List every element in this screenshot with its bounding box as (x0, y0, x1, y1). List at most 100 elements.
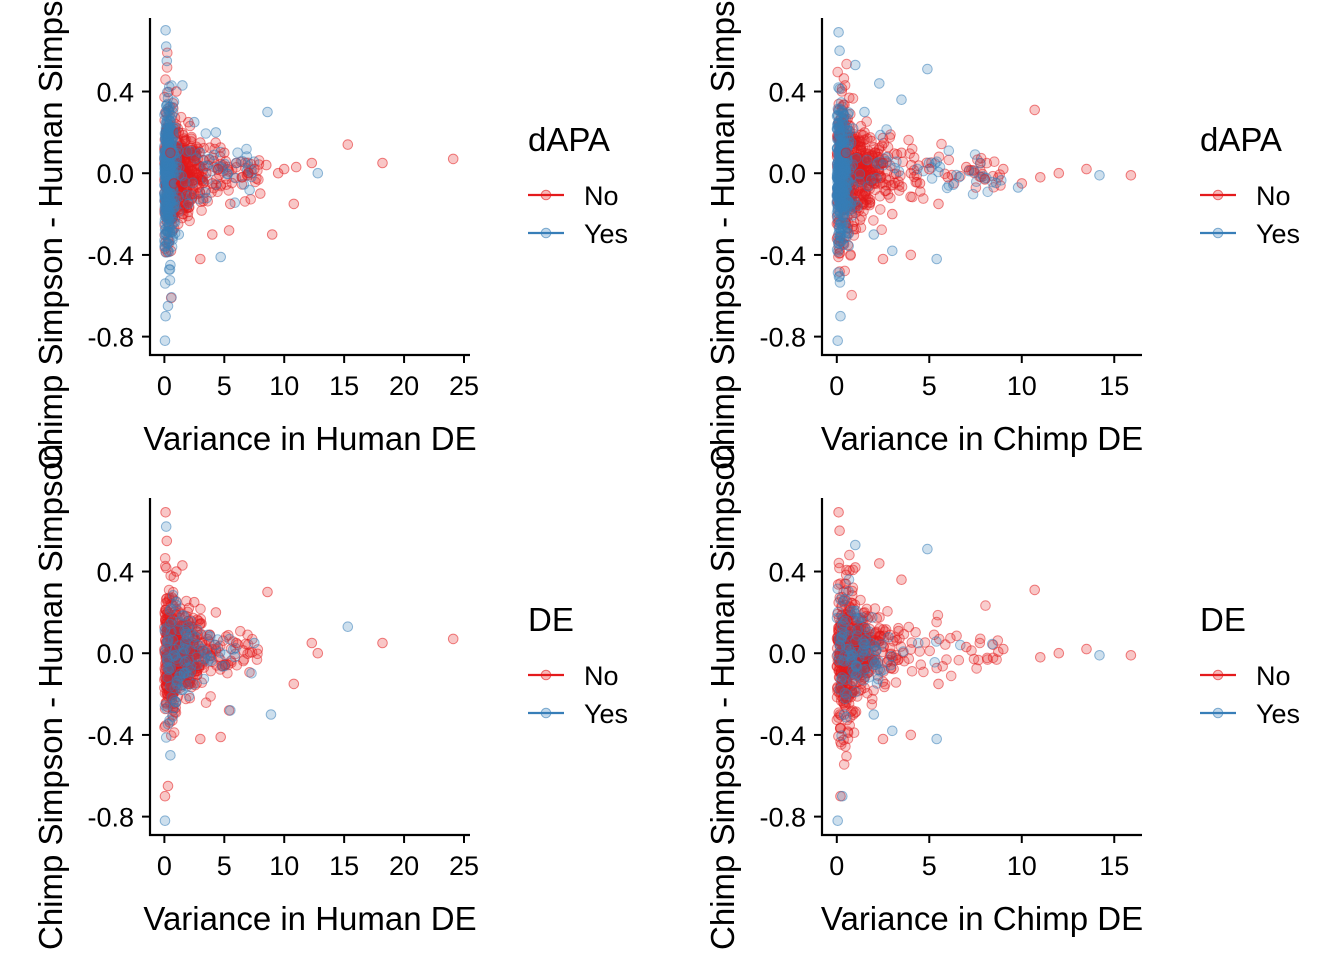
data-point (859, 106, 870, 118)
cloud-point (940, 639, 951, 650)
cloud-point (851, 646, 862, 658)
cloud-point (989, 156, 1000, 167)
cloud-point (165, 663, 177, 674)
cloud-point (161, 642, 172, 654)
cloud-point (841, 751, 852, 762)
data-point (922, 63, 933, 75)
data-point (905, 249, 917, 261)
data-point (832, 815, 844, 827)
data-point (231, 637, 242, 649)
data-point (189, 596, 200, 608)
cloud-point (918, 193, 929, 204)
data-point (215, 731, 226, 743)
data-point (874, 78, 885, 89)
data-point (342, 139, 354, 150)
data-point (183, 157, 194, 169)
data-point (877, 733, 889, 745)
cloud-point (837, 655, 848, 666)
cloud-point (861, 116, 873, 127)
cloud-point (967, 188, 979, 200)
data-point (1053, 647, 1065, 659)
data-point (171, 596, 182, 608)
data-point (933, 678, 944, 690)
data-point (161, 535, 173, 547)
cloud-point (246, 668, 257, 679)
cloud-point (866, 699, 878, 710)
legend-marker (1212, 189, 1224, 201)
cloud-point (869, 603, 881, 614)
x-tick-label: 10 (1007, 371, 1037, 401)
data-point (161, 55, 173, 67)
cloud-point (181, 146, 193, 157)
cloud-point (179, 177, 191, 188)
data-point (961, 641, 972, 653)
data-point (905, 729, 917, 741)
data-point (306, 637, 318, 649)
legend-title: DE (528, 601, 574, 638)
cloud-point (843, 574, 855, 585)
cloud-point (871, 678, 883, 689)
cloud-point (178, 668, 190, 679)
cloud-point (834, 277, 846, 288)
cloud-point (162, 672, 173, 684)
cloud-point (183, 690, 195, 702)
data-point (195, 137, 206, 148)
data-point (254, 188, 266, 199)
x-tick-label: 20 (389, 371, 419, 401)
data-point (447, 633, 459, 645)
x-tick-label: 15 (329, 851, 359, 881)
dense-cloud (159, 553, 264, 743)
data-point (850, 539, 861, 551)
cloud-point (882, 142, 894, 153)
data-point (160, 310, 171, 322)
cloud-point (167, 651, 179, 662)
legend: DE No Yes (1200, 601, 1300, 729)
legend-label: No (584, 661, 619, 691)
data-point (173, 127, 185, 138)
data-point (998, 163, 1009, 175)
data-point (177, 80, 188, 91)
legend-marker (540, 227, 552, 239)
data-point (998, 643, 1009, 655)
cloud-point (996, 175, 1007, 186)
data-point (1125, 650, 1137, 661)
cloud-point (846, 289, 858, 301)
legend-key-no: No (1200, 661, 1291, 691)
cloud-point (161, 226, 172, 237)
y-tick-label: -0.8 (87, 323, 134, 353)
cloud-point (205, 691, 216, 702)
data-point (213, 163, 224, 175)
y-tick-label: 0.0 (768, 639, 806, 669)
data-point (278, 163, 290, 175)
cloud-point (202, 629, 213, 641)
cloud-point (861, 154, 873, 166)
y-tick-label: -0.8 (759, 323, 806, 353)
y-axis-title: Chimp Simpson - Human Simpson (704, 444, 741, 950)
panel-4: 0 5 10 15 -0.8 -0.4 0.0 0.4 Variance in Chimp DE… (704, 444, 1300, 950)
x-axis-title: Variance in Chimp DE (821, 900, 1143, 937)
y-tick-label: 0.4 (768, 558, 806, 588)
cloud-point (179, 135, 191, 146)
data-point (160, 521, 172, 532)
cloud-point (167, 634, 179, 646)
cloud-point (166, 110, 178, 121)
data-point (1029, 104, 1040, 116)
y-tick-label: 0.4 (96, 78, 134, 108)
cloud-point (870, 659, 882, 671)
cloud-point (836, 739, 847, 750)
data-point (850, 188, 861, 199)
data-point (162, 780, 174, 792)
cloud-point (854, 168, 866, 180)
x-tick-label: 20 (389, 851, 419, 881)
data-point (207, 229, 218, 240)
cloud-point (215, 146, 226, 158)
cloud-point (162, 135, 174, 146)
cloud-point (839, 593, 851, 605)
cloud-point (838, 239, 849, 250)
data-point (1094, 170, 1105, 181)
legend-marker (540, 669, 552, 681)
data-point (159, 335, 171, 347)
data-point (223, 225, 235, 236)
data-point (195, 733, 206, 745)
cloud-point (196, 205, 207, 216)
